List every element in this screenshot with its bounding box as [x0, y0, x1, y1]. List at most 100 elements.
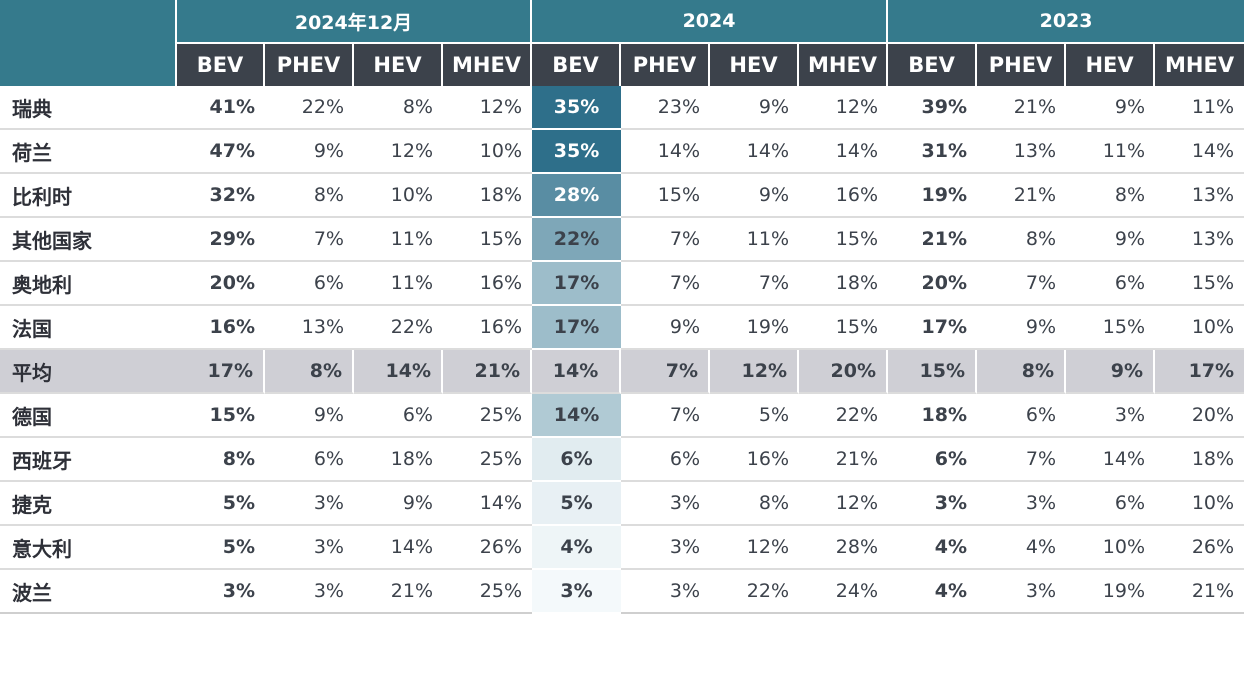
table-cell: 32% [177, 174, 265, 218]
table-cell: 16% [799, 174, 889, 218]
table-cell: 17% [1155, 350, 1245, 394]
table-cell: 20% [1155, 394, 1245, 438]
table-cell: 5% [177, 526, 265, 570]
heat-cell: 22% [532, 218, 622, 262]
column-header: BEV [888, 42, 978, 86]
table-cell: 3% [621, 570, 711, 614]
table-cell: 15% [799, 218, 889, 262]
table-cell: 24% [799, 570, 889, 614]
table-cell: 16% [710, 438, 800, 482]
country-label: 西班牙 [0, 438, 177, 482]
table-cell: 10% [1155, 306, 1245, 350]
table-cell: 18% [799, 262, 889, 306]
table-cell: 7% [710, 262, 800, 306]
country-label: 德国 [0, 394, 177, 438]
table-cell: 5% [177, 482, 265, 526]
heat-cell: 3% [532, 570, 622, 614]
table-row: 瑞典 41% 22% 8% 12% 35% 23% 9% 12% 39% 21% 9% 11% [0, 86, 1245, 130]
country-label: 意大利 [0, 526, 177, 570]
table-body: 瑞典 41% 22% 8% 12% 35% 23% 9% 12% 39% 21% 9% 11% 荷兰 47%… [0, 86, 1245, 614]
table-cell: 31% [888, 130, 978, 174]
table-cell: 5% [710, 394, 800, 438]
table-cell: 7% [621, 350, 711, 394]
country-label: 荷兰 [0, 130, 177, 174]
table-cell: 21% [977, 86, 1067, 130]
table-cell: 15% [1155, 262, 1245, 306]
table-cell: 14% [354, 350, 443, 394]
table-cell: 6% [265, 262, 354, 306]
table-cell: 9% [710, 86, 800, 130]
table-cell: 20% [177, 262, 265, 306]
table-cell: 10% [354, 174, 443, 218]
table-cell: 16% [443, 262, 533, 306]
heat-cell: 6% [532, 438, 622, 482]
column-header: MHEV [443, 42, 533, 86]
table-cell: 16% [177, 306, 265, 350]
table-cell: 20% [888, 262, 978, 306]
table-cell: 18% [888, 394, 978, 438]
table-cell: 18% [354, 438, 443, 482]
table-cell: 4% [977, 526, 1067, 570]
table-cell: 11% [354, 262, 443, 306]
table-cell: 39% [888, 86, 978, 130]
column-header: HEV [1066, 42, 1156, 86]
table-cell: 12% [710, 526, 800, 570]
table-cell: 7% [977, 262, 1067, 306]
table-cell: 14% [354, 526, 443, 570]
table-cell: 14% [443, 482, 533, 526]
group-header: 2024年12月 [177, 0, 533, 42]
table-row: 捷克 5% 3% 9% 14% 5% 3% 8% 12% 3% 3% 6% 10% [0, 482, 1245, 526]
table-cell: 3% [265, 526, 354, 570]
table-cell: 20% [799, 350, 889, 394]
table-cell: 28% [799, 526, 889, 570]
group-header-row: 2024年12月 2024 2023 [0, 0, 1245, 86]
table-cell: 6% [1066, 262, 1156, 306]
table-cell: 8% [1066, 174, 1156, 218]
table-cell: 9% [621, 306, 711, 350]
table-cell: 7% [621, 218, 711, 262]
average-row: 平均 17% 8% 14% 21% 14% 7% 12% 20% 15% 8% 9% 17% [0, 350, 1245, 394]
country-label: 法国 [0, 306, 177, 350]
table-cell: 3% [177, 570, 265, 614]
heat-cell: 17% [532, 262, 622, 306]
column-header: HEV [710, 42, 800, 86]
table-cell: 19% [1066, 570, 1156, 614]
table-cell: 9% [710, 174, 800, 218]
table-cell: 15% [177, 394, 265, 438]
table-cell: 7% [621, 262, 711, 306]
table-cell: 10% [443, 130, 533, 174]
table-cell: 8% [177, 438, 265, 482]
table-cell: 14% [710, 130, 800, 174]
table-cell: 7% [977, 438, 1067, 482]
table-corner-cell [0, 0, 177, 86]
table-cell: 15% [621, 174, 711, 218]
country-label: 波兰 [0, 570, 177, 614]
heat-cell: 35% [532, 130, 622, 174]
table-row: 比利时 32% 8% 10% 18% 28% 15% 9% 16% 19% 21% 8% 13% [0, 174, 1245, 218]
table-cell: 25% [443, 394, 533, 438]
table-cell: 12% [443, 86, 533, 130]
group-header: 2024 [532, 0, 889, 42]
table-cell: 3% [621, 526, 711, 570]
table-cell: 11% [710, 218, 800, 262]
table-cell: 12% [799, 86, 889, 130]
table-cell: 21% [888, 218, 978, 262]
country-label: 其他国家 [0, 218, 177, 262]
table-cell: 19% [888, 174, 978, 218]
country-label: 平均 [0, 350, 177, 394]
heat-cell: 28% [532, 174, 622, 218]
table-cell: 8% [354, 86, 443, 130]
table-cell: 3% [888, 482, 978, 526]
table-cell: 16% [443, 306, 533, 350]
table-cell: 10% [1066, 526, 1156, 570]
table-cell: 13% [265, 306, 354, 350]
table-cell: 10% [1155, 482, 1245, 526]
table-cell: 4% [888, 570, 978, 614]
table-cell: 15% [1066, 306, 1156, 350]
table-cell: 8% [977, 218, 1067, 262]
column-header: MHEV [1155, 42, 1245, 86]
table-row: 法国 16% 13% 22% 16% 17% 9% 19% 15% 17% 9% 15% 10% [0, 306, 1245, 350]
table-cell: 25% [443, 438, 533, 482]
table-cell: 15% [799, 306, 889, 350]
table-cell: 8% [977, 350, 1067, 394]
